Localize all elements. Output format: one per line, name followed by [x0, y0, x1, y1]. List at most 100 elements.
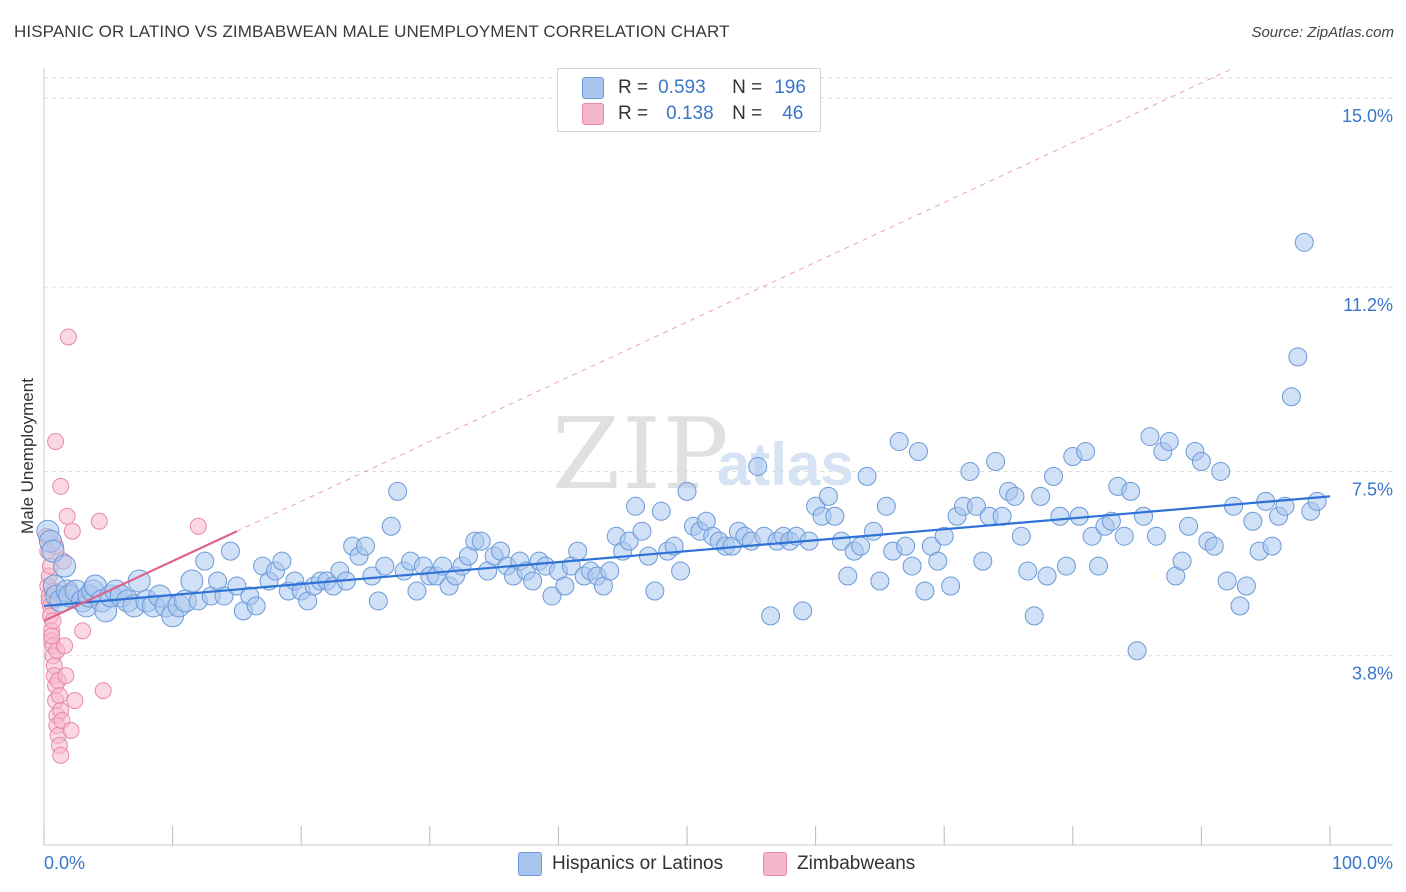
- hispanics-point: [1076, 442, 1096, 462]
- hispanics-point: [180, 569, 204, 593]
- hispanics-point: [1159, 432, 1179, 452]
- zimbabweans-point: [58, 507, 76, 525]
- hispanics-point: [664, 536, 684, 556]
- hispanics-point: [1134, 506, 1154, 526]
- hispanics-point: [1011, 526, 1031, 546]
- bottom-legend-hispanics[interactable]: Hispanics or Latinos: [518, 852, 723, 876]
- legend-n-label: N =: [732, 103, 763, 124]
- hispanics-point: [471, 531, 491, 551]
- hispanics-point: [220, 541, 240, 561]
- hispanics-point: [793, 601, 813, 621]
- hispanics-point: [1140, 427, 1160, 447]
- grid-layer: [44, 77, 1393, 657]
- x-tick-label: 100.0%: [1332, 853, 1393, 873]
- legend-r-value-zimbabweans: 0.138: [666, 103, 714, 124]
- hispanics-point: [1172, 551, 1192, 571]
- hispanics-point: [761, 606, 781, 626]
- hispanics-point: [941, 576, 961, 596]
- source-credit: Source: ZipAtlas.com: [1251, 24, 1394, 41]
- hispanics-point: [1236, 576, 1256, 596]
- hispanics-point: [889, 432, 909, 452]
- hispanics-point: [1191, 451, 1211, 471]
- hispanics-point: [1230, 596, 1250, 616]
- hispanics-point: [1127, 641, 1147, 661]
- hispanics-point: [1044, 466, 1064, 486]
- hispanics-point: [1121, 481, 1141, 501]
- hispanics-point: [870, 571, 890, 591]
- legend-swatch-hispanics: [582, 77, 604, 99]
- hispanics-point: [863, 521, 883, 541]
- hispanics-point: [195, 551, 215, 571]
- hispanics-point: [368, 591, 388, 611]
- hispanics-point: [1243, 511, 1263, 531]
- hispanics-point: [1288, 347, 1308, 367]
- hispanics-point: [645, 581, 665, 601]
- hispanics-point: [568, 541, 588, 561]
- legend-row-zimbabweans: R = 0.138 N = 46: [582, 102, 803, 126]
- y-axis-label: Male Unemployment: [18, 378, 37, 534]
- zimbabweans-point: [52, 477, 70, 495]
- hispanics-point: [992, 506, 1012, 526]
- hispanics-point: [651, 501, 671, 521]
- hispanics-point: [825, 506, 845, 526]
- hispanics-point: [671, 561, 691, 581]
- zimbabweans-trend-extension: [236, 67, 1234, 532]
- hispanics-point: [1211, 461, 1231, 481]
- hispanics-point: [908, 442, 928, 462]
- hispanics-point: [1179, 516, 1199, 536]
- hispanics-point: [638, 546, 658, 566]
- legend-r-label: R =: [618, 77, 649, 98]
- chart-title: HISPANIC OR LATINO VS ZIMBABWEAN MALE UN…: [14, 22, 730, 41]
- zimbabweans-point: [189, 517, 207, 535]
- hispanics-point: [928, 551, 948, 571]
- hispanics-point: [876, 496, 896, 516]
- hispanics-point: [1089, 556, 1109, 576]
- bottom-legend-zimbabweans[interactable]: Zimbabweans: [763, 852, 915, 876]
- hispanics-point: [1037, 566, 1057, 586]
- tick-labels: 3.8% 7.5% 11.2% 15.0% 0.0% 100.0%: [44, 106, 1393, 873]
- hispanics-point: [934, 526, 954, 546]
- y-tick-label: 15.0%: [1342, 106, 1393, 126]
- hispanics-points: [36, 232, 1327, 661]
- legend-r-value-hispanics: 0.593: [658, 77, 706, 98]
- bottom-legend-label-zimbabweans: Zimbabweans: [797, 853, 916, 874]
- zimbabweans-point: [52, 746, 70, 764]
- hispanics-point: [1114, 526, 1134, 546]
- hispanics-point: [1281, 387, 1301, 407]
- hispanics-point: [1217, 571, 1237, 591]
- hispanics-point: [1204, 536, 1224, 556]
- hispanics-point: [838, 566, 858, 586]
- legend-r-label: R =: [618, 103, 649, 124]
- legend-n-value-hispanics: 196: [774, 77, 806, 98]
- legend-n-value-zimbabweans: 46: [782, 103, 804, 124]
- hispanics-point: [851, 536, 871, 556]
- bottom-legend-label-hispanics: Hispanics or Latinos: [552, 853, 724, 874]
- hispanics-point: [1307, 491, 1327, 511]
- hispanics-point: [902, 556, 922, 576]
- hispanics-point: [1056, 556, 1076, 576]
- watermark-zip: ZIP: [552, 398, 731, 512]
- y-tick-label: 11.2%: [1343, 295, 1393, 315]
- x-tick-label: 0.0%: [44, 853, 85, 873]
- zimbabweans-point: [63, 522, 81, 540]
- hispanics-point: [1262, 536, 1282, 556]
- hispanics-point: [356, 536, 375, 556]
- zimbabweans-points: [38, 328, 207, 764]
- zimbabweans-point: [47, 433, 65, 451]
- zimbabweans-point: [94, 682, 112, 700]
- hispanics-point: [381, 516, 401, 536]
- hispanics-point: [896, 536, 916, 556]
- hispanics-point: [1101, 511, 1121, 531]
- axis-layer: [43, 68, 1393, 846]
- hispanics-point: [1082, 526, 1102, 546]
- hispanics-point: [1294, 232, 1314, 252]
- zimbabweans-trend-line: [43, 530, 238, 622]
- hispanics-point: [626, 496, 646, 516]
- zimbabweans-point: [57, 667, 75, 685]
- legend-n-label: N =: [732, 77, 763, 98]
- hispanics-point: [600, 561, 620, 581]
- hispanics-trend-line: [43, 495, 1331, 608]
- hispanics-point: [1024, 606, 1044, 626]
- hispanics-point: [973, 551, 993, 571]
- bottom-legend-swatch-hispanics: [518, 852, 542, 876]
